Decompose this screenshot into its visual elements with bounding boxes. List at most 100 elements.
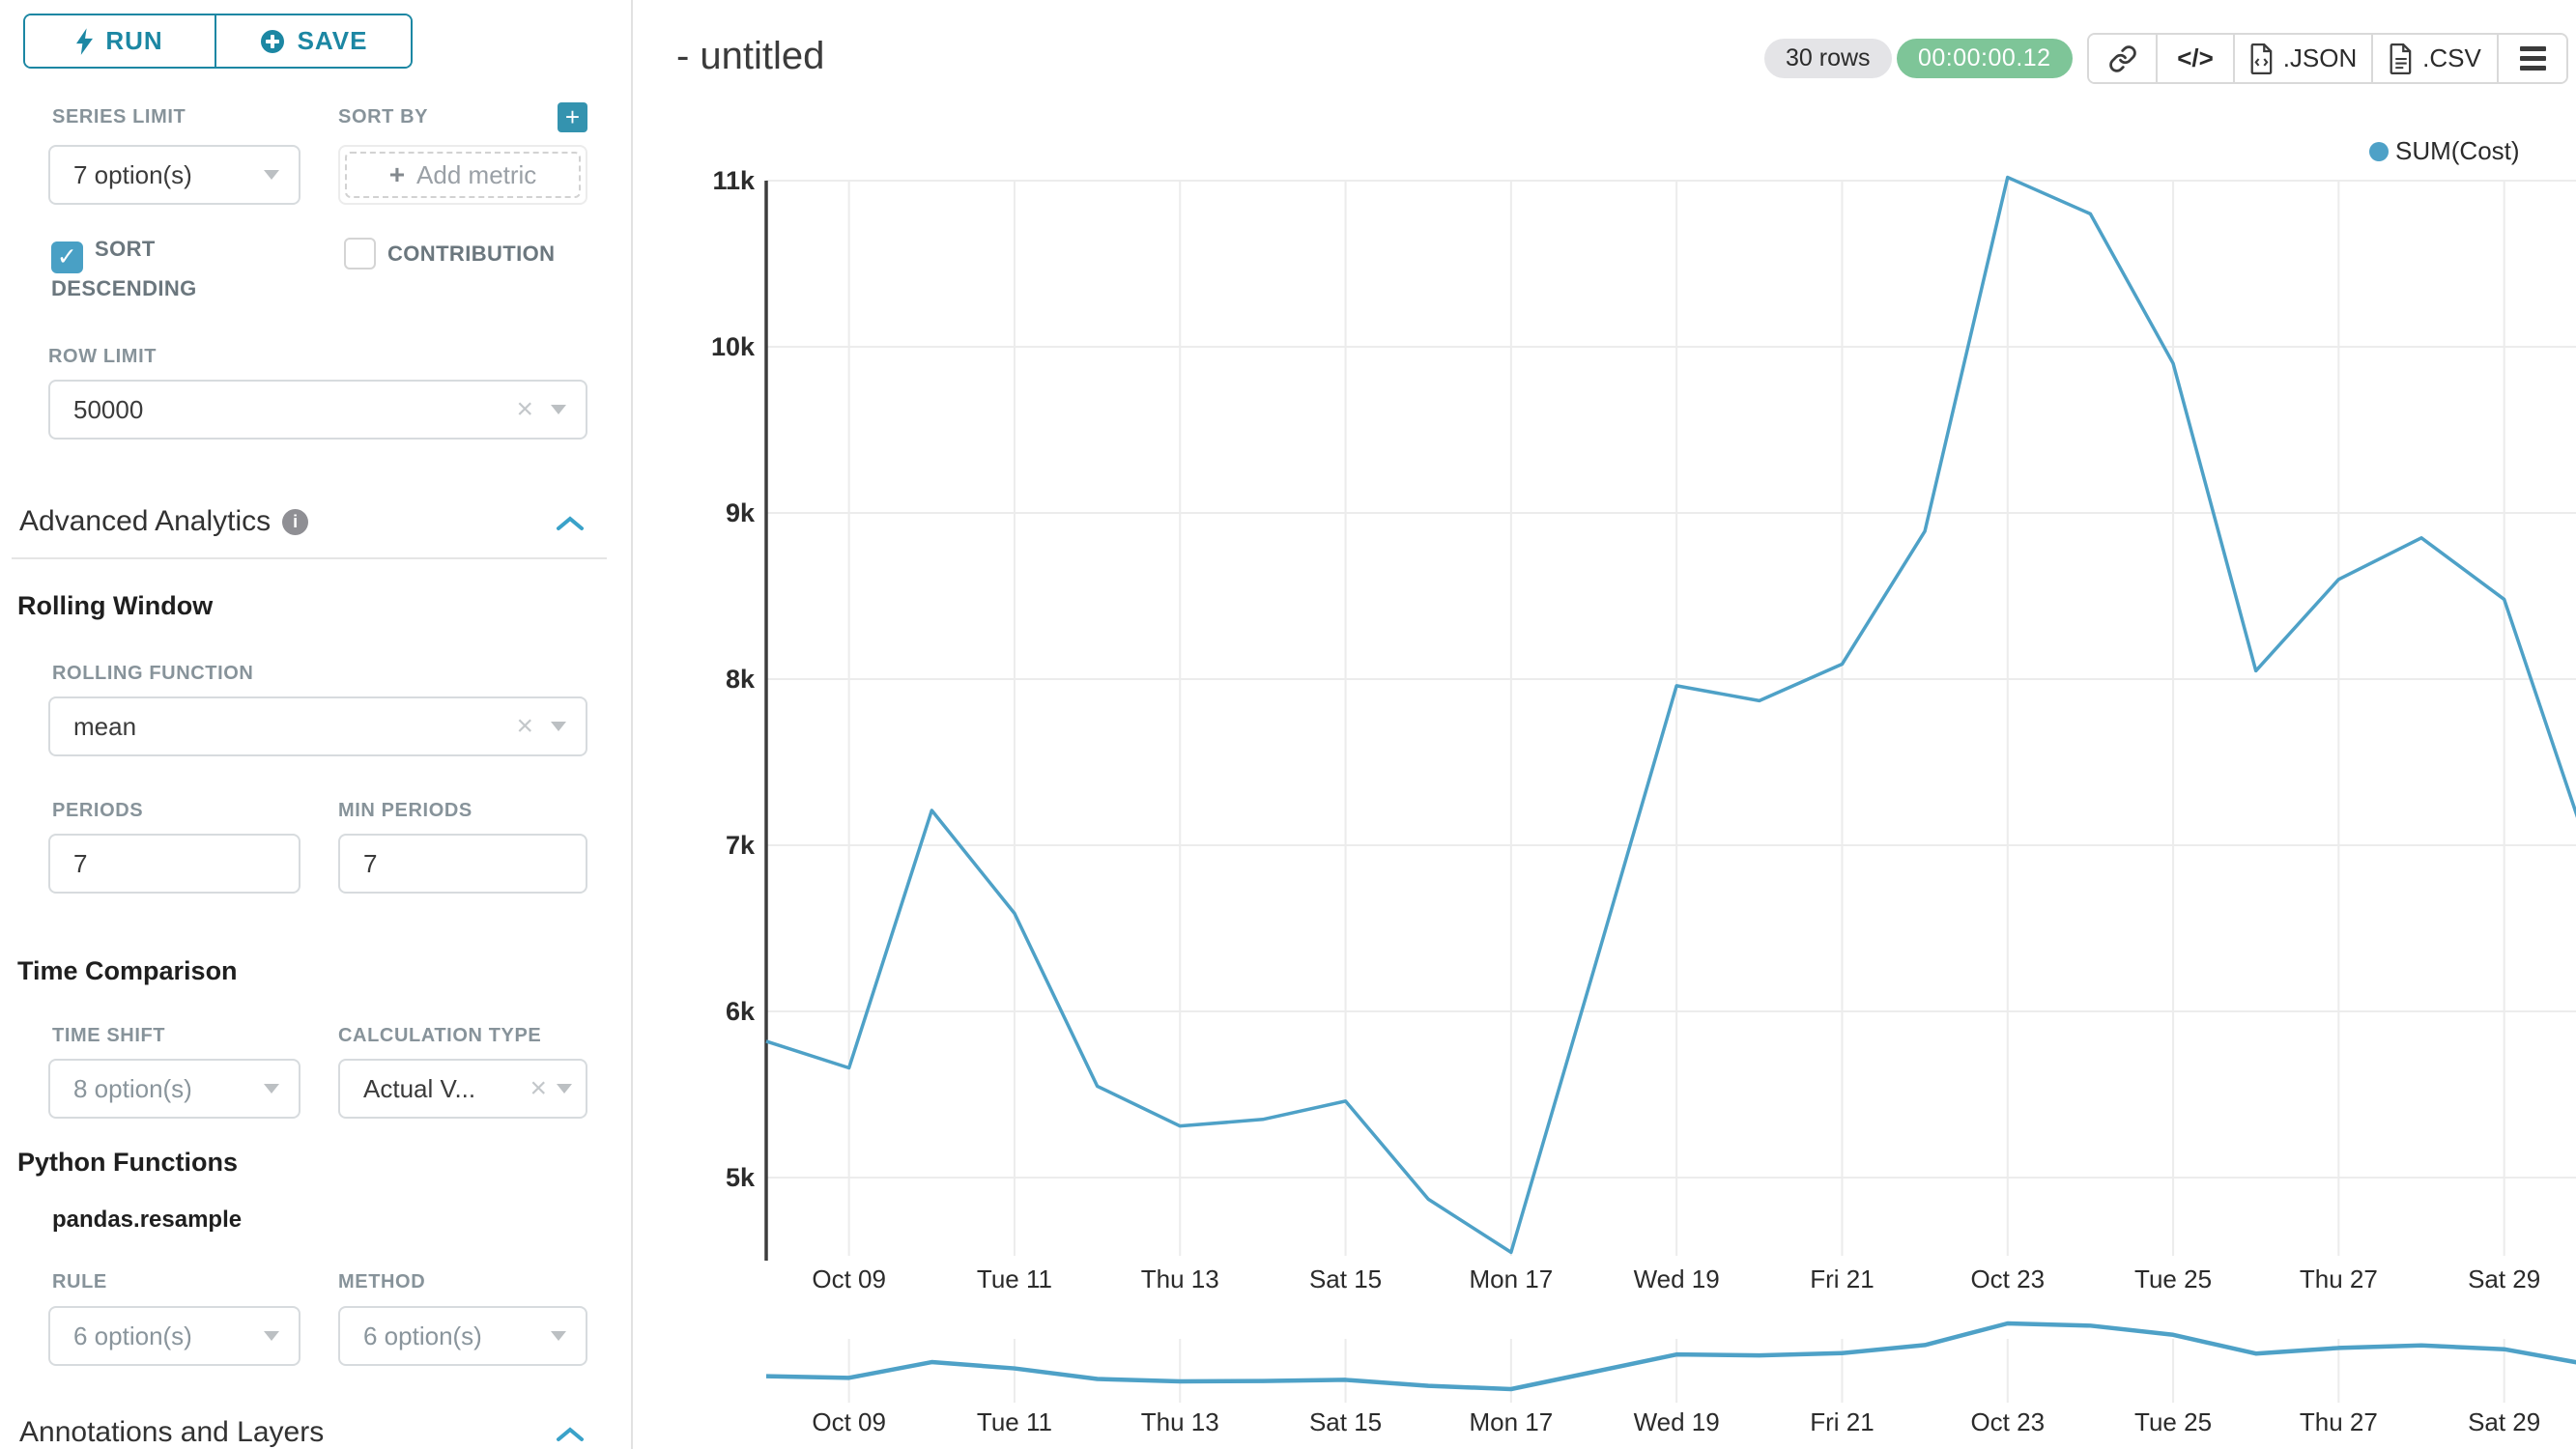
save-button[interactable]: SAVE (215, 15, 411, 67)
sort-descending-checkbox[interactable]: ✓ (51, 242, 83, 273)
rule-select[interactable]: 6 option(s) (48, 1306, 301, 1366)
file-code-icon (2250, 43, 2272, 74)
sort-by-label: SORT BY (338, 106, 429, 128)
menu-button[interactable] (2497, 35, 2566, 82)
svg-text:Tue 25: Tue 25 (2134, 1407, 2212, 1436)
chevron-down-icon (264, 170, 279, 180)
chevron-up-icon[interactable] (556, 1427, 585, 1442)
control-panel: RUN SAVE SERIES LIMIT SORT BY + 7 option… (0, 0, 633, 1449)
advanced-analytics-title: Advanced Analytics (19, 505, 272, 537)
export-csv-button[interactable]: .CSV (2371, 35, 2497, 82)
svg-text:Thu 27: Thu 27 (2300, 1407, 2378, 1436)
time-shift-value: 8 option(s) (73, 1073, 192, 1103)
contribution-label: CONTRIBUTION (387, 242, 556, 266)
chevron-down-icon (264, 1331, 279, 1341)
rolling-function-value: mean (73, 711, 137, 741)
time-shift-label: TIME SHIFT (52, 1025, 166, 1046)
method-select[interactable]: 6 option(s) (338, 1306, 587, 1366)
method-label: METHOD (338, 1271, 426, 1293)
copy-link-button[interactable] (2089, 35, 2156, 82)
chevron-down-icon (551, 1331, 566, 1341)
clear-icon[interactable]: × (516, 710, 533, 742)
rule-value: 6 option(s) (73, 1321, 192, 1350)
svg-text:6k: 6k (726, 997, 756, 1026)
python-functions-title: Python Functions (17, 1148, 238, 1177)
method-value: 6 option(s) (363, 1321, 482, 1350)
calculation-type-select[interactable]: Actual V... × (338, 1059, 587, 1119)
info-icon: i (282, 508, 309, 535)
chevron-down-icon (264, 1084, 279, 1094)
sort-descending-checkbox-row[interactable]: ✓ SORT DESCENDING (51, 234, 235, 304)
export-json-button[interactable]: .JSON (2233, 35, 2371, 82)
chart-actions-toolbar: </> .JSON .CSV (2087, 33, 2568, 84)
plus-icon: + (388, 159, 406, 189)
sort-descending-label: SORT DESCENDING (51, 237, 197, 300)
contribution-checkbox[interactable] (344, 238, 376, 270)
svg-text:Sat 15: Sat 15 (1309, 1407, 1382, 1436)
annotations-layers-title: Annotations and Layers (19, 1416, 325, 1448)
svg-text:Mon 17: Mon 17 (1469, 1407, 1553, 1436)
clear-icon[interactable]: × (530, 1072, 547, 1104)
rolling-function-label: ROLLING FUNCTION (52, 663, 254, 684)
calculation-type-label: CALCULATION TYPE (338, 1025, 542, 1046)
plus-circle-icon (260, 29, 284, 53)
svg-text:Tue 11: Tue 11 (977, 1264, 1052, 1293)
section-divider (12, 557, 607, 559)
rule-label: RULE (52, 1271, 107, 1293)
svg-text:Fri 21: Fri 21 (1810, 1407, 1874, 1436)
sort-by-add-metric[interactable]: + Add metric (338, 145, 587, 205)
time-shift-select[interactable]: 8 option(s) (48, 1059, 301, 1119)
time-comparison-title: Time Comparison (17, 956, 238, 985)
svg-text:Thu 13: Thu 13 (1141, 1407, 1219, 1436)
svg-text:Sat 29: Sat 29 (2468, 1407, 2540, 1436)
svg-text:Sat 15: Sat 15 (1309, 1264, 1382, 1293)
hamburger-icon (2519, 46, 2546, 71)
series-limit-value: 7 option(s) (73, 159, 192, 189)
view-query-button[interactable]: </> (2156, 35, 2233, 82)
run-save-button-group: RUN SAVE (23, 14, 413, 69)
calculation-type-value: Actual V... (363, 1073, 476, 1103)
run-button[interactable]: RUN (25, 15, 215, 67)
svg-text:Oct 09: Oct 09 (812, 1264, 886, 1293)
chevron-down-icon (551, 722, 566, 731)
link-icon (2108, 44, 2136, 72)
clear-icon[interactable]: × (516, 393, 533, 425)
svg-text:Wed 19: Wed 19 (1634, 1407, 1720, 1436)
lightning-bolt-icon (76, 27, 94, 55)
series-limit-select[interactable]: 7 option(s) (48, 145, 301, 205)
file-text-icon (2390, 43, 2412, 74)
svg-text:Tue 25: Tue 25 (2134, 1264, 2212, 1293)
contribution-checkbox-row[interactable]: CONTRIBUTION (344, 238, 634, 270)
svg-text:10k: 10k (711, 332, 756, 361)
add-sort-plus-button[interactable]: + (558, 102, 587, 132)
periods-input[interactable] (48, 834, 301, 894)
chevron-up-icon[interactable] (556, 516, 585, 531)
svg-text:Oct 23: Oct 23 (1970, 1407, 2045, 1436)
svg-text:Thu 27: Thu 27 (2300, 1264, 2378, 1293)
min-periods-input[interactable] (338, 834, 587, 894)
annotations-layers-header[interactable]: Annotations and Layers (19, 1416, 324, 1449)
svg-text:Sat 29: Sat 29 (2468, 1264, 2540, 1293)
svg-text:9k: 9k (726, 498, 756, 527)
min-periods-label: MIN PERIODS (338, 800, 472, 821)
svg-text:11k: 11k (712, 166, 756, 195)
row-limit-label: ROW LIMIT (48, 346, 157, 367)
row-limit-select[interactable]: 50000 × (48, 380, 587, 440)
save-button-label: SAVE (297, 26, 368, 55)
svg-text:Oct 23: Oct 23 (1970, 1264, 2045, 1293)
code-icon: </> (2177, 43, 2214, 72)
query-timer-badge: 00:00:00.12 (1897, 39, 2073, 78)
legend[interactable]: SUM(Cost) (2369, 136, 2520, 166)
export-json-label: .JSON (2282, 43, 2358, 72)
run-button-label: RUN (105, 26, 163, 55)
row-count-badge: 30 rows (1764, 39, 1892, 78)
svg-text:Thu 13: Thu 13 (1141, 1264, 1219, 1293)
chart-title[interactable]: - untitled (676, 35, 825, 77)
svg-text:8k: 8k (726, 665, 756, 694)
chevron-down-icon (557, 1084, 572, 1094)
svg-text:Oct 09: Oct 09 (812, 1407, 886, 1436)
periods-label: PERIODS (52, 800, 144, 821)
rolling-function-select[interactable]: mean × (48, 696, 587, 756)
advanced-analytics-header[interactable]: Advanced Analytics i (19, 505, 309, 538)
legend-dot-icon (2369, 141, 2389, 161)
